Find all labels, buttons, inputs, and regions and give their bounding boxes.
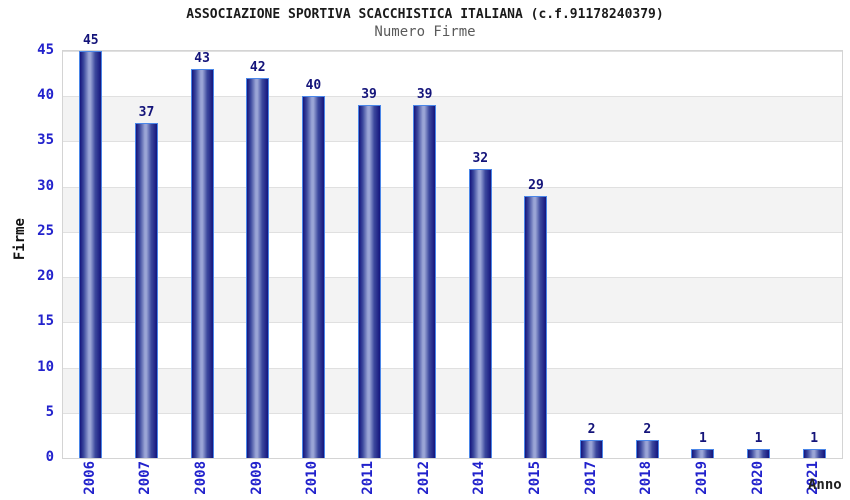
bar [135,123,158,458]
y-tick-label: 40 [37,87,54,103]
x-tick-label: 2006 [82,461,98,495]
gridline [63,96,842,97]
x-tick-label: 2009 [249,461,265,495]
bar [413,105,436,458]
bar [191,69,214,458]
bar [79,51,102,458]
x-tick-label: 2018 [638,461,654,495]
gridline [63,141,842,142]
x-tick-label: 2012 [416,461,432,495]
gridline [63,413,842,414]
grid-band [63,186,842,232]
plot-area: 45 37 43 42 40 39 39 32 29 2 2 1 1 1 [62,33,843,459]
bar-value-label: 29 [528,178,544,193]
x-tick-label: 2017 [583,461,599,495]
x-tick-label: 2015 [527,461,543,495]
y-tick-label: 30 [37,178,54,194]
x-tick-label: 2008 [193,461,209,495]
gridline [63,322,842,323]
bar [246,78,269,458]
gridline [63,277,842,278]
grid-band [63,322,842,368]
gridline [63,51,842,52]
chart-title: ASSOCIAZIONE SPORTIVA SCACCHISTICA ITALI… [186,7,664,22]
grid-band [63,277,842,323]
y-tick-label: 0 [45,449,54,465]
grid-band [63,367,842,413]
bar-value-label: 39 [416,87,433,102]
x-axis-title: Anno [808,477,842,493]
x-tick-label: 2019 [694,461,710,495]
bar [524,196,547,458]
x-tick-label: 2011 [360,461,376,495]
bar-value-label: 1 [754,431,763,446]
bar [580,440,603,458]
grid-band [63,231,842,278]
bar [358,105,381,458]
y-tick-label: 5 [45,404,54,420]
bar-value-label: 45 [82,33,99,48]
grid-band [63,141,842,187]
x-tick-label: 2020 [750,461,766,495]
bar [747,449,770,458]
y-axis-title: Firme [12,218,28,261]
grid-band [63,96,842,142]
bar-value-label: 42 [249,60,266,75]
grid-band [63,51,842,97]
bar-value-label: 43 [194,51,210,66]
grid-band [63,412,842,458]
x-tick-label: 2014 [471,461,487,495]
bar [691,449,714,458]
y-tick-label: 20 [37,268,54,284]
bar-value-label: 37 [138,105,155,120]
bar-value-label: 1 [810,431,819,446]
y-tick-label: 15 [37,313,54,329]
x-tick-label: 2007 [137,461,153,495]
gridline [63,232,842,233]
bar [636,440,659,458]
chart-subtitle: Numero Firme [374,24,476,40]
y-tick-label: 35 [37,132,54,148]
gridline [63,187,842,188]
bar-value-label: 2 [643,422,652,437]
gridline [63,368,842,369]
bar-value-label: 32 [472,151,489,166]
bar [469,169,492,458]
bar-value-label: 2 [587,422,596,437]
y-tick-label: 10 [37,359,54,375]
bar [302,96,325,458]
bar-value-label: 40 [305,78,322,93]
bar [803,449,826,458]
bar-value-label: 1 [698,431,707,446]
bar-value-label: 39 [361,87,377,102]
y-tick-label: 25 [37,223,54,239]
y-tick-label: 45 [37,42,54,58]
x-tick-label: 2010 [304,461,320,495]
